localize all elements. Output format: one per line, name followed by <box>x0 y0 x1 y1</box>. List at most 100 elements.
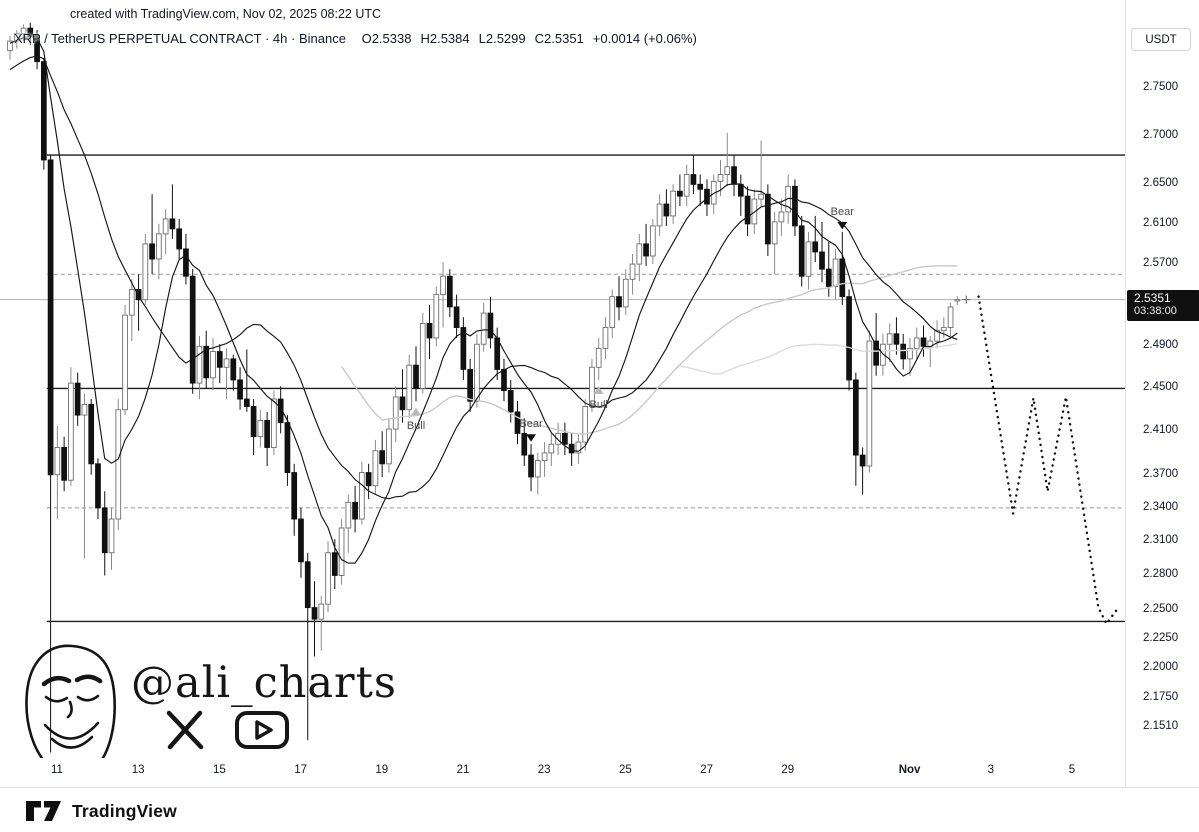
candle-body <box>744 195 751 225</box>
candle-body <box>839 258 846 298</box>
candle-body <box>291 472 298 520</box>
tradingview-brand-link[interactable]: TradingView <box>25 799 177 823</box>
candle-body <box>7 40 13 51</box>
moving-average-9-line <box>9 35 958 564</box>
candle-body <box>413 364 419 389</box>
open-label: O <box>361 31 372 46</box>
chart-pane[interactable]: Bull Bear Bull Bear <box>0 0 1125 787</box>
triangle-down-icon <box>837 221 848 230</box>
price-axis-label: 2.3400 <box>1143 500 1179 513</box>
candle-body <box>284 422 291 474</box>
candle-body <box>264 420 270 448</box>
symbol-legend[interactable]: XRP / TetherUS PERPETUAL CONTRACT · 4h ·… <box>14 31 706 46</box>
candle-body <box>196 345 203 384</box>
candle-body <box>453 306 460 329</box>
candle-body <box>325 552 331 605</box>
candle-body <box>886 333 893 345</box>
candle-body <box>582 406 589 443</box>
candle-body <box>365 472 372 487</box>
candle-body <box>392 396 399 430</box>
candle-body <box>399 396 406 411</box>
candle-body <box>629 263 636 280</box>
candle-body <box>277 398 284 424</box>
candle-body <box>433 294 440 339</box>
change-value: +0.0014 <box>592 31 641 46</box>
candle-body <box>257 420 264 438</box>
candle-body <box>940 327 947 332</box>
exchange-name: Binance <box>298 31 346 46</box>
change-pct-value: (+0.06%) <box>643 31 697 46</box>
symbol-title[interactable]: XRP / TetherUS PERPETUAL CONTRACT <box>14 31 262 46</box>
candle-body <box>568 443 575 454</box>
candle-body <box>419 322 426 389</box>
candle-body <box>670 190 676 217</box>
candle-body <box>636 243 643 265</box>
candle-body <box>27 27 34 37</box>
candle-body <box>528 454 534 478</box>
candle-body <box>555 432 561 445</box>
candle-body <box>426 322 433 339</box>
price-axis[interactable]: USDT 2.5351 03:38:00 2.7500 2.7000 2.6500 2… <box>1125 0 1199 787</box>
candle-body <box>352 501 358 520</box>
candle-body <box>731 166 737 185</box>
candle-body <box>832 258 839 287</box>
candle-body <box>68 382 74 481</box>
candle-body <box>724 166 731 175</box>
projection-dotted-line <box>977 295 1118 625</box>
bull-label: Bull <box>590 399 608 411</box>
watermark-social-icons <box>164 710 290 750</box>
candle-body <box>243 398 250 407</box>
candle-body <box>331 552 338 576</box>
candle-body <box>101 507 108 554</box>
candle-body <box>514 411 521 434</box>
high-label: H <box>420 31 430 46</box>
bear-label: Bear <box>831 206 855 218</box>
price-axis-label: 2.2250 <box>1143 631 1179 644</box>
legend-separator: · <box>291 31 296 46</box>
created-with-note: created with TradingView.com, Nov 02, 20… <box>70 7 382 21</box>
time-axis-label: 13 <box>131 764 145 776</box>
candle-body <box>643 243 649 257</box>
tradingview-logo-icon <box>26 801 61 821</box>
candle-body <box>792 185 798 227</box>
price-axis-label: 2.1750 <box>1143 691 1179 704</box>
legend-separator: · <box>264 31 270 46</box>
candle-body <box>149 243 155 260</box>
currency-button[interactable]: USDT <box>1131 28 1191 51</box>
time-axis[interactable]: 11 13 15 17 19 21 23 25 27 29 Nov 3 5 <box>0 758 1125 787</box>
candle-body <box>683 174 690 197</box>
candle-body <box>859 454 866 467</box>
price-axis-label: 2.7000 <box>1143 128 1179 141</box>
candle-body <box>88 403 95 465</box>
candle-body <box>771 221 778 245</box>
candle-body <box>20 27 27 35</box>
close-label: C <box>534 31 545 46</box>
candle-body <box>74 382 81 416</box>
candle-body <box>595 347 602 368</box>
candle-body <box>548 443 555 454</box>
candle-body <box>386 428 392 465</box>
candlesticks <box>7 22 961 753</box>
candle-body <box>616 296 622 308</box>
interval-value[interactable]: 4h <box>272 31 288 46</box>
candle-body <box>250 406 257 438</box>
time-axis-label: 29 <box>781 764 795 776</box>
x-logo-icon <box>166 710 204 750</box>
time-axis-label: Nov <box>898 764 921 776</box>
candle-body <box>169 218 176 230</box>
candle-body <box>203 345 210 379</box>
candle-body <box>900 343 907 360</box>
price-axis-label: 2.4500 <box>1143 381 1179 394</box>
moving-average-100-line <box>679 343 958 375</box>
candle-body <box>812 241 819 253</box>
candle-body <box>135 289 142 301</box>
candle-body <box>108 518 115 554</box>
candle-body <box>379 450 386 465</box>
price-axis-label: 2.4100 <box>1143 424 1179 437</box>
candle-body <box>602 327 609 349</box>
time-axis-label: 25 <box>618 764 632 776</box>
triangle-up-icon <box>593 386 604 394</box>
bull-signal-marker: Bull <box>407 407 425 432</box>
open-value: 2.5338 <box>371 31 412 46</box>
